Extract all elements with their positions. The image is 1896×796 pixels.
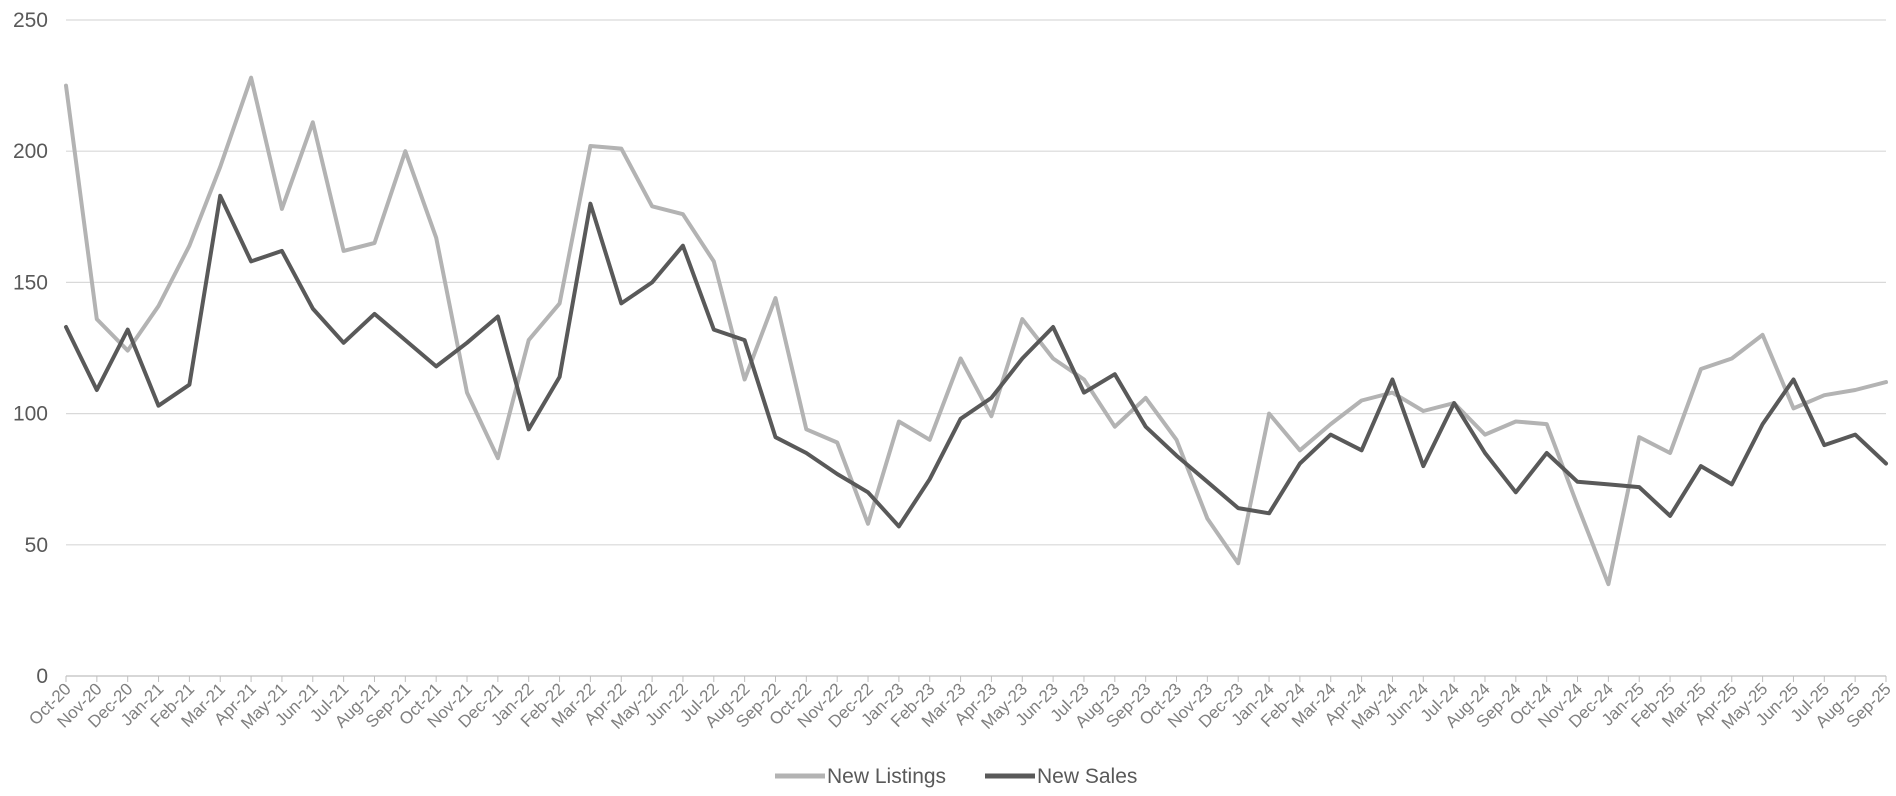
series-line-new-listings	[64, 75, 1888, 587]
y-tick-label: 250	[13, 9, 48, 32]
legend-label-new-sales: New Sales	[1037, 765, 1137, 788]
legend-label-new-listings: New Listings	[827, 765, 946, 788]
series-lines	[64, 75, 1888, 587]
x-axis: Oct-20Nov-20Dec-20Jan-21Feb-21Mar-21Apr-…	[25, 676, 1895, 733]
y-tick-label: 200	[13, 140, 48, 163]
legend: New Listings New Sales	[775, 765, 1137, 788]
series-line-new-sales	[64, 193, 1888, 529]
y-tick-label: 50	[25, 534, 48, 557]
gridlines	[66, 19, 1886, 677]
y-axis: 0 50 100 150 200 250	[13, 9, 48, 688]
y-tick-label: 0	[36, 665, 48, 688]
y-tick-label: 100	[13, 403, 48, 426]
y-tick-label: 150	[13, 271, 48, 294]
